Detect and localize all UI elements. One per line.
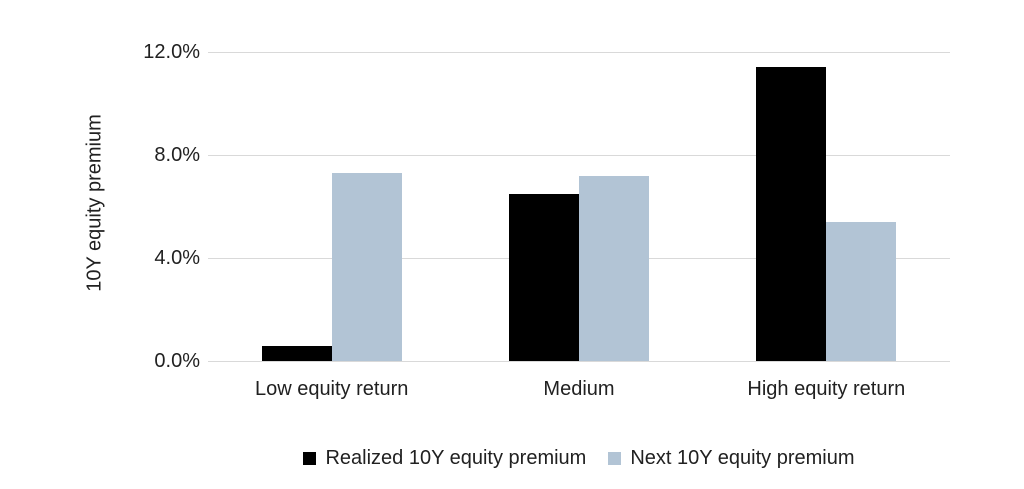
legend-item-next-10y-equity-premium: Next 10Y equity premium	[608, 446, 855, 470]
y-tick-label-8-0: 8.0%	[154, 144, 200, 166]
legend-label: Next 10Y equity premium	[630, 446, 855, 469]
bar-realized-10y-equity-premium-medium	[509, 193, 579, 361]
bar-realized-10y-equity-premium-low-equity-return	[261, 345, 332, 361]
x-category-label-low-equity-return: Low equity return	[254, 378, 409, 400]
plot-area	[208, 51, 950, 362]
x-category-label-high-equity-return: High equity return	[747, 378, 906, 400]
legend-marker-icon	[303, 451, 317, 465]
y-tick-label-0-0: 0.0%	[154, 350, 200, 372]
x-axis-line	[208, 360, 950, 362]
bar-realized-10y-equity-premium-high-equity-return	[756, 67, 827, 361]
y-tick-label-12-0: 12.0%	[143, 41, 200, 63]
gridline-8	[208, 154, 950, 156]
legend-marker-icon	[608, 451, 622, 465]
legend-label: Realized 10Y equity premium	[325, 446, 587, 469]
x-category-label-medium: Medium	[543, 378, 615, 400]
y-tick-label-4-0: 4.0%	[154, 247, 200, 269]
bar-next-10y-equity-premium-low-equity-return	[331, 173, 402, 361]
legend: Realized 10Y equity premium Next 10Y equi…	[208, 445, 950, 471]
bar-next-10y-equity-premium-high-equity-return	[826, 221, 897, 361]
legend-item-realized-10y-equity-premium: Realized 10Y equity premium	[303, 447, 586, 470]
bar-next-10y-equity-premium-medium	[579, 175, 649, 361]
gridline-12	[208, 51, 950, 53]
